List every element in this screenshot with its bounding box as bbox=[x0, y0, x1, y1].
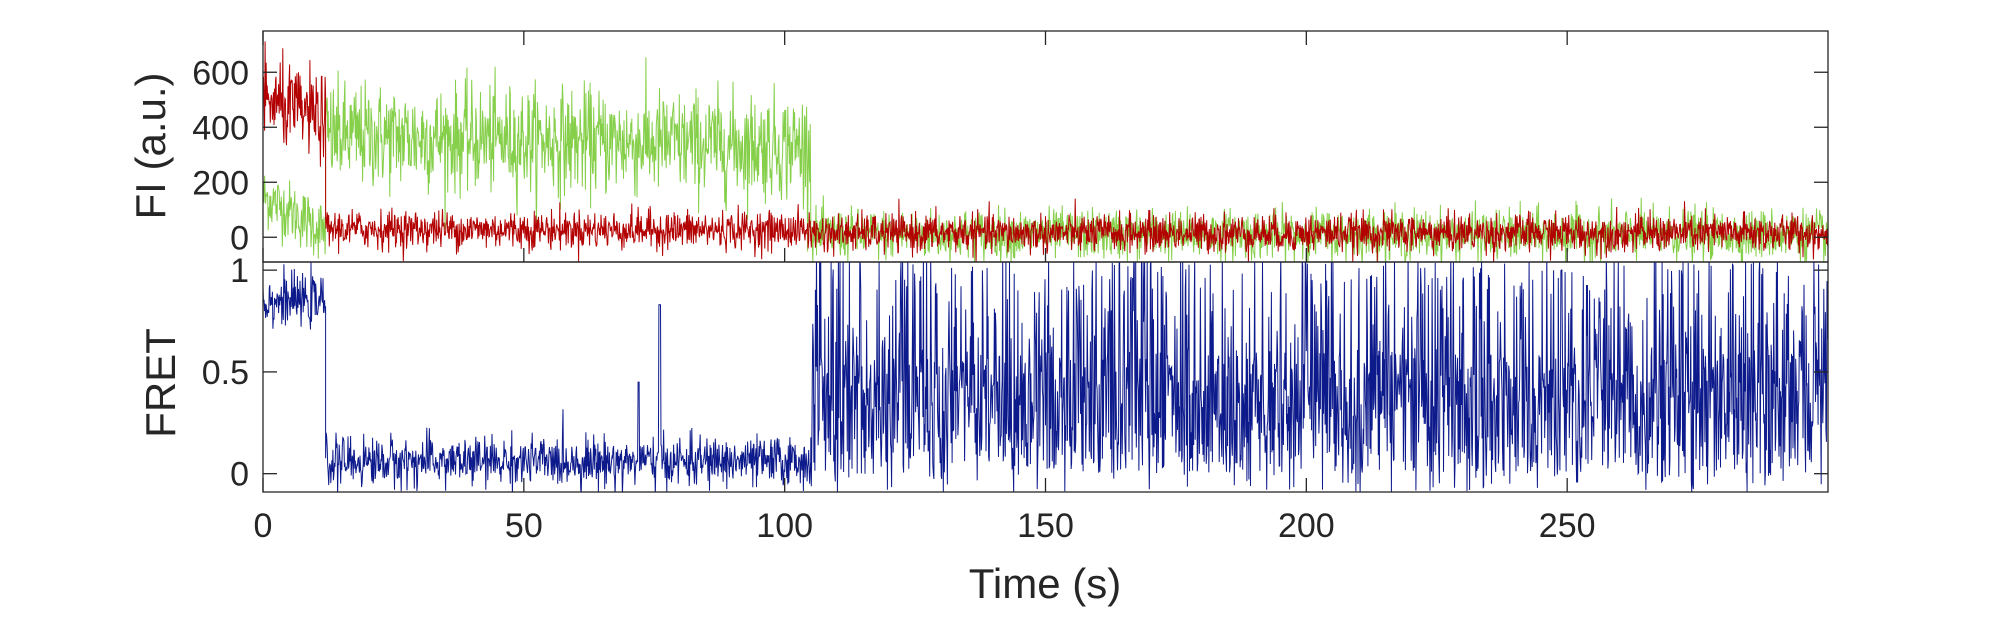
intensity-ticks: 0 200 400 600 bbox=[192, 31, 1828, 262]
time-x-tick-label: 100 bbox=[756, 507, 813, 545]
intensity-y-tick-label: 200 bbox=[192, 164, 249, 202]
intensity-y-tick-label: 400 bbox=[192, 109, 249, 147]
intensity-traces bbox=[263, 41, 1828, 262]
intensity-trace-acceptor bbox=[263, 41, 1828, 262]
time-x-tick-label: 0 bbox=[254, 507, 273, 545]
intensity-panel: 0 200 400 600 FI (a.u.) bbox=[127, 30, 1829, 263]
time-x-tick-label: 200 bbox=[1278, 507, 1335, 545]
fret-y-tick-label: 1 bbox=[230, 252, 249, 290]
intensity-y-axis-label: FI (a.u.) bbox=[127, 72, 174, 219]
time-x-tick-label: 50 bbox=[505, 507, 543, 545]
fret-y-tick-label: 0.5 bbox=[202, 354, 249, 392]
time-axis-ticks: 0 50 100 150 200 250 bbox=[254, 478, 1596, 545]
intensity-y-tick-label: 0 bbox=[230, 219, 249, 257]
fret-y-tick-label: 0 bbox=[230, 456, 249, 494]
x-axis-label: Time (s) bbox=[969, 560, 1121, 607]
fret-y-axis-label: FRET bbox=[137, 328, 184, 438]
fret-ticks: 00.51 bbox=[202, 252, 1828, 494]
time-x-tick-label: 250 bbox=[1539, 507, 1596, 545]
fret-panel: 00.51 FRET bbox=[137, 252, 1829, 494]
time-x-tick-label: 150 bbox=[1017, 507, 1074, 545]
fret-trace-line bbox=[263, 262, 1828, 492]
fret-trace bbox=[263, 262, 1828, 492]
intensity-y-tick-label: 600 bbox=[192, 54, 249, 92]
